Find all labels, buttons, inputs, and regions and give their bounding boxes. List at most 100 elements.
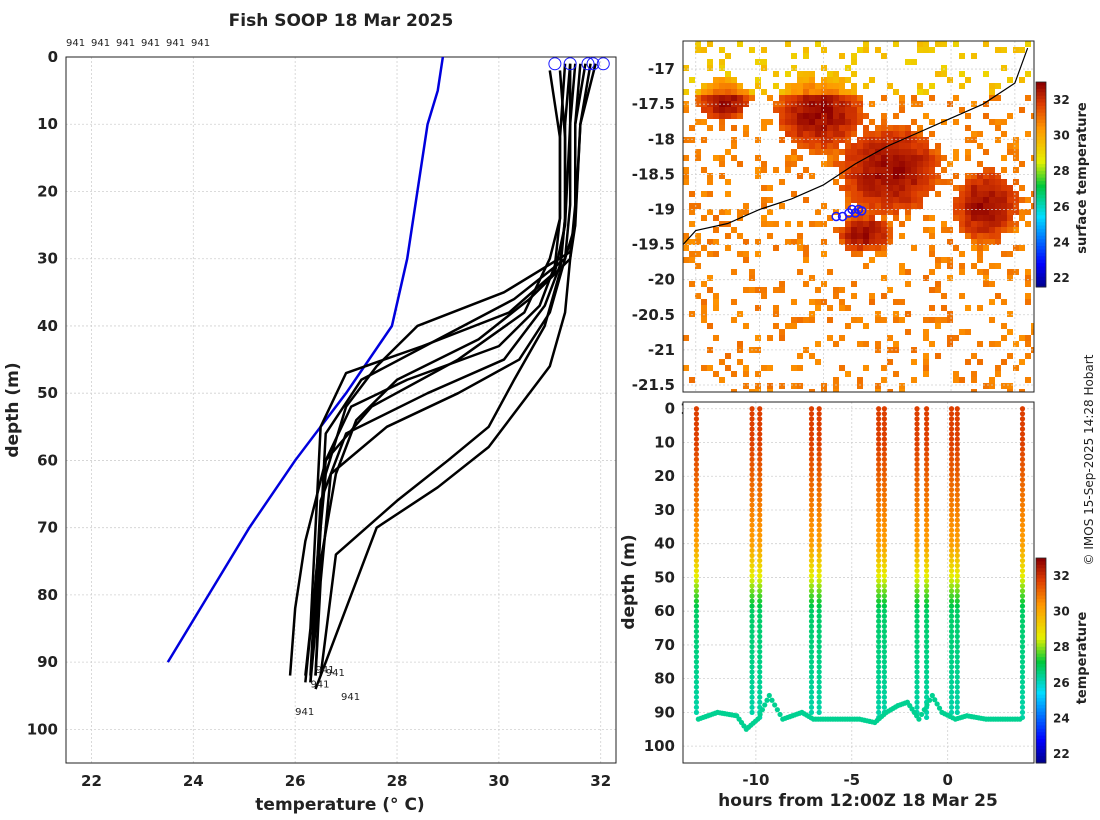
sst-cell — [887, 287, 893, 293]
section-point — [914, 466, 920, 473]
sst-cell — [821, 161, 827, 167]
sst-cell — [899, 299, 905, 305]
sst-cell — [953, 203, 959, 209]
section-point — [693, 547, 700, 554]
sst-cell — [851, 59, 857, 65]
sst-cell — [923, 353, 929, 359]
section-point — [1019, 456, 1026, 462]
sst-cell — [1007, 275, 1013, 281]
section-bottom-point — [772, 702, 778, 708]
sst-cell — [743, 101, 749, 107]
section-point — [948, 487, 955, 493]
sst-cell — [893, 89, 899, 95]
section-colorbar-swatch — [1036, 704, 1046, 709]
sst-cell — [809, 113, 815, 119]
sst-cell — [833, 137, 839, 143]
sst-cell — [971, 233, 977, 239]
sst-cell — [905, 215, 911, 221]
sst-cell — [863, 233, 869, 239]
sst-cell — [875, 131, 881, 137]
section-point — [808, 451, 815, 457]
section-point — [816, 654, 822, 660]
section-point — [881, 618, 887, 624]
sst-cell — [845, 155, 851, 161]
sst-cell — [851, 155, 857, 161]
section-colorbar-swatch — [1036, 571, 1046, 576]
sst-cell — [923, 179, 929, 185]
section-point — [808, 628, 815, 635]
sst-cell — [905, 209, 911, 215]
map-colorbar-swatch — [1036, 276, 1046, 281]
section-ytick: 10 — [654, 433, 675, 451]
sst-cell — [725, 149, 731, 155]
sst-cell — [875, 143, 881, 149]
section-point — [808, 436, 815, 442]
section-point — [881, 421, 887, 427]
sst-cell — [791, 119, 797, 125]
section-point — [923, 679, 930, 685]
sst-cell — [707, 173, 713, 179]
section-point — [808, 684, 815, 690]
map-colorbar-swatch — [1036, 201, 1046, 206]
section-point — [808, 476, 815, 483]
section-point — [948, 598, 955, 604]
sst-cell — [779, 95, 785, 101]
sst-cell — [953, 41, 959, 47]
section-point — [808, 674, 815, 680]
section-point — [948, 603, 955, 609]
section-point — [693, 426, 700, 432]
section-point — [881, 628, 887, 635]
section-point — [757, 618, 763, 624]
sst-cell — [689, 137, 695, 143]
sst-cell — [881, 125, 887, 131]
sst-cell — [965, 77, 971, 83]
sst-cell — [707, 209, 713, 215]
sst-cell — [851, 101, 857, 107]
section-point — [693, 704, 700, 710]
sst-cell — [851, 173, 857, 179]
sst-cell — [845, 221, 851, 227]
sst-cell — [713, 293, 719, 299]
sst-cell — [833, 113, 839, 119]
section-point — [693, 502, 700, 508]
sst-cell — [911, 185, 917, 191]
section-point — [757, 406, 763, 412]
sst-cell — [971, 239, 977, 245]
section-point — [881, 512, 887, 518]
section-point — [954, 542, 960, 548]
sst-cell — [863, 83, 869, 89]
section-point — [954, 598, 960, 604]
sst-cell — [809, 173, 815, 179]
sst-cell — [797, 221, 803, 227]
sst-cell — [935, 323, 941, 329]
sst-cell — [887, 221, 893, 227]
section-point — [757, 557, 763, 564]
sst-cell — [719, 161, 725, 167]
sst-cell — [911, 245, 917, 251]
sst-cell — [995, 185, 1001, 191]
section-point — [1019, 466, 1026, 473]
section-point — [757, 471, 763, 478]
section-point — [954, 552, 960, 559]
sst-cell — [773, 71, 779, 77]
sst-cell — [947, 161, 953, 167]
section-point — [876, 709, 882, 715]
sst-cell — [995, 341, 1001, 347]
section-point — [876, 421, 882, 427]
sst-cell — [803, 107, 809, 113]
section-point — [1019, 664, 1026, 670]
sst-cell — [791, 191, 797, 197]
sst-cell — [785, 41, 791, 47]
sst-cell — [833, 293, 839, 299]
sst-cell — [965, 209, 971, 215]
section-point — [954, 659, 960, 665]
section-point — [693, 588, 700, 594]
sst-cell — [695, 251, 701, 257]
sst-cell — [695, 203, 701, 209]
section-point — [757, 446, 763, 452]
sst-cell — [761, 47, 767, 53]
section-colorbar-swatch — [1036, 629, 1046, 634]
sst-cell — [989, 221, 995, 227]
section-point — [876, 583, 882, 589]
sst-cell — [1001, 383, 1007, 389]
